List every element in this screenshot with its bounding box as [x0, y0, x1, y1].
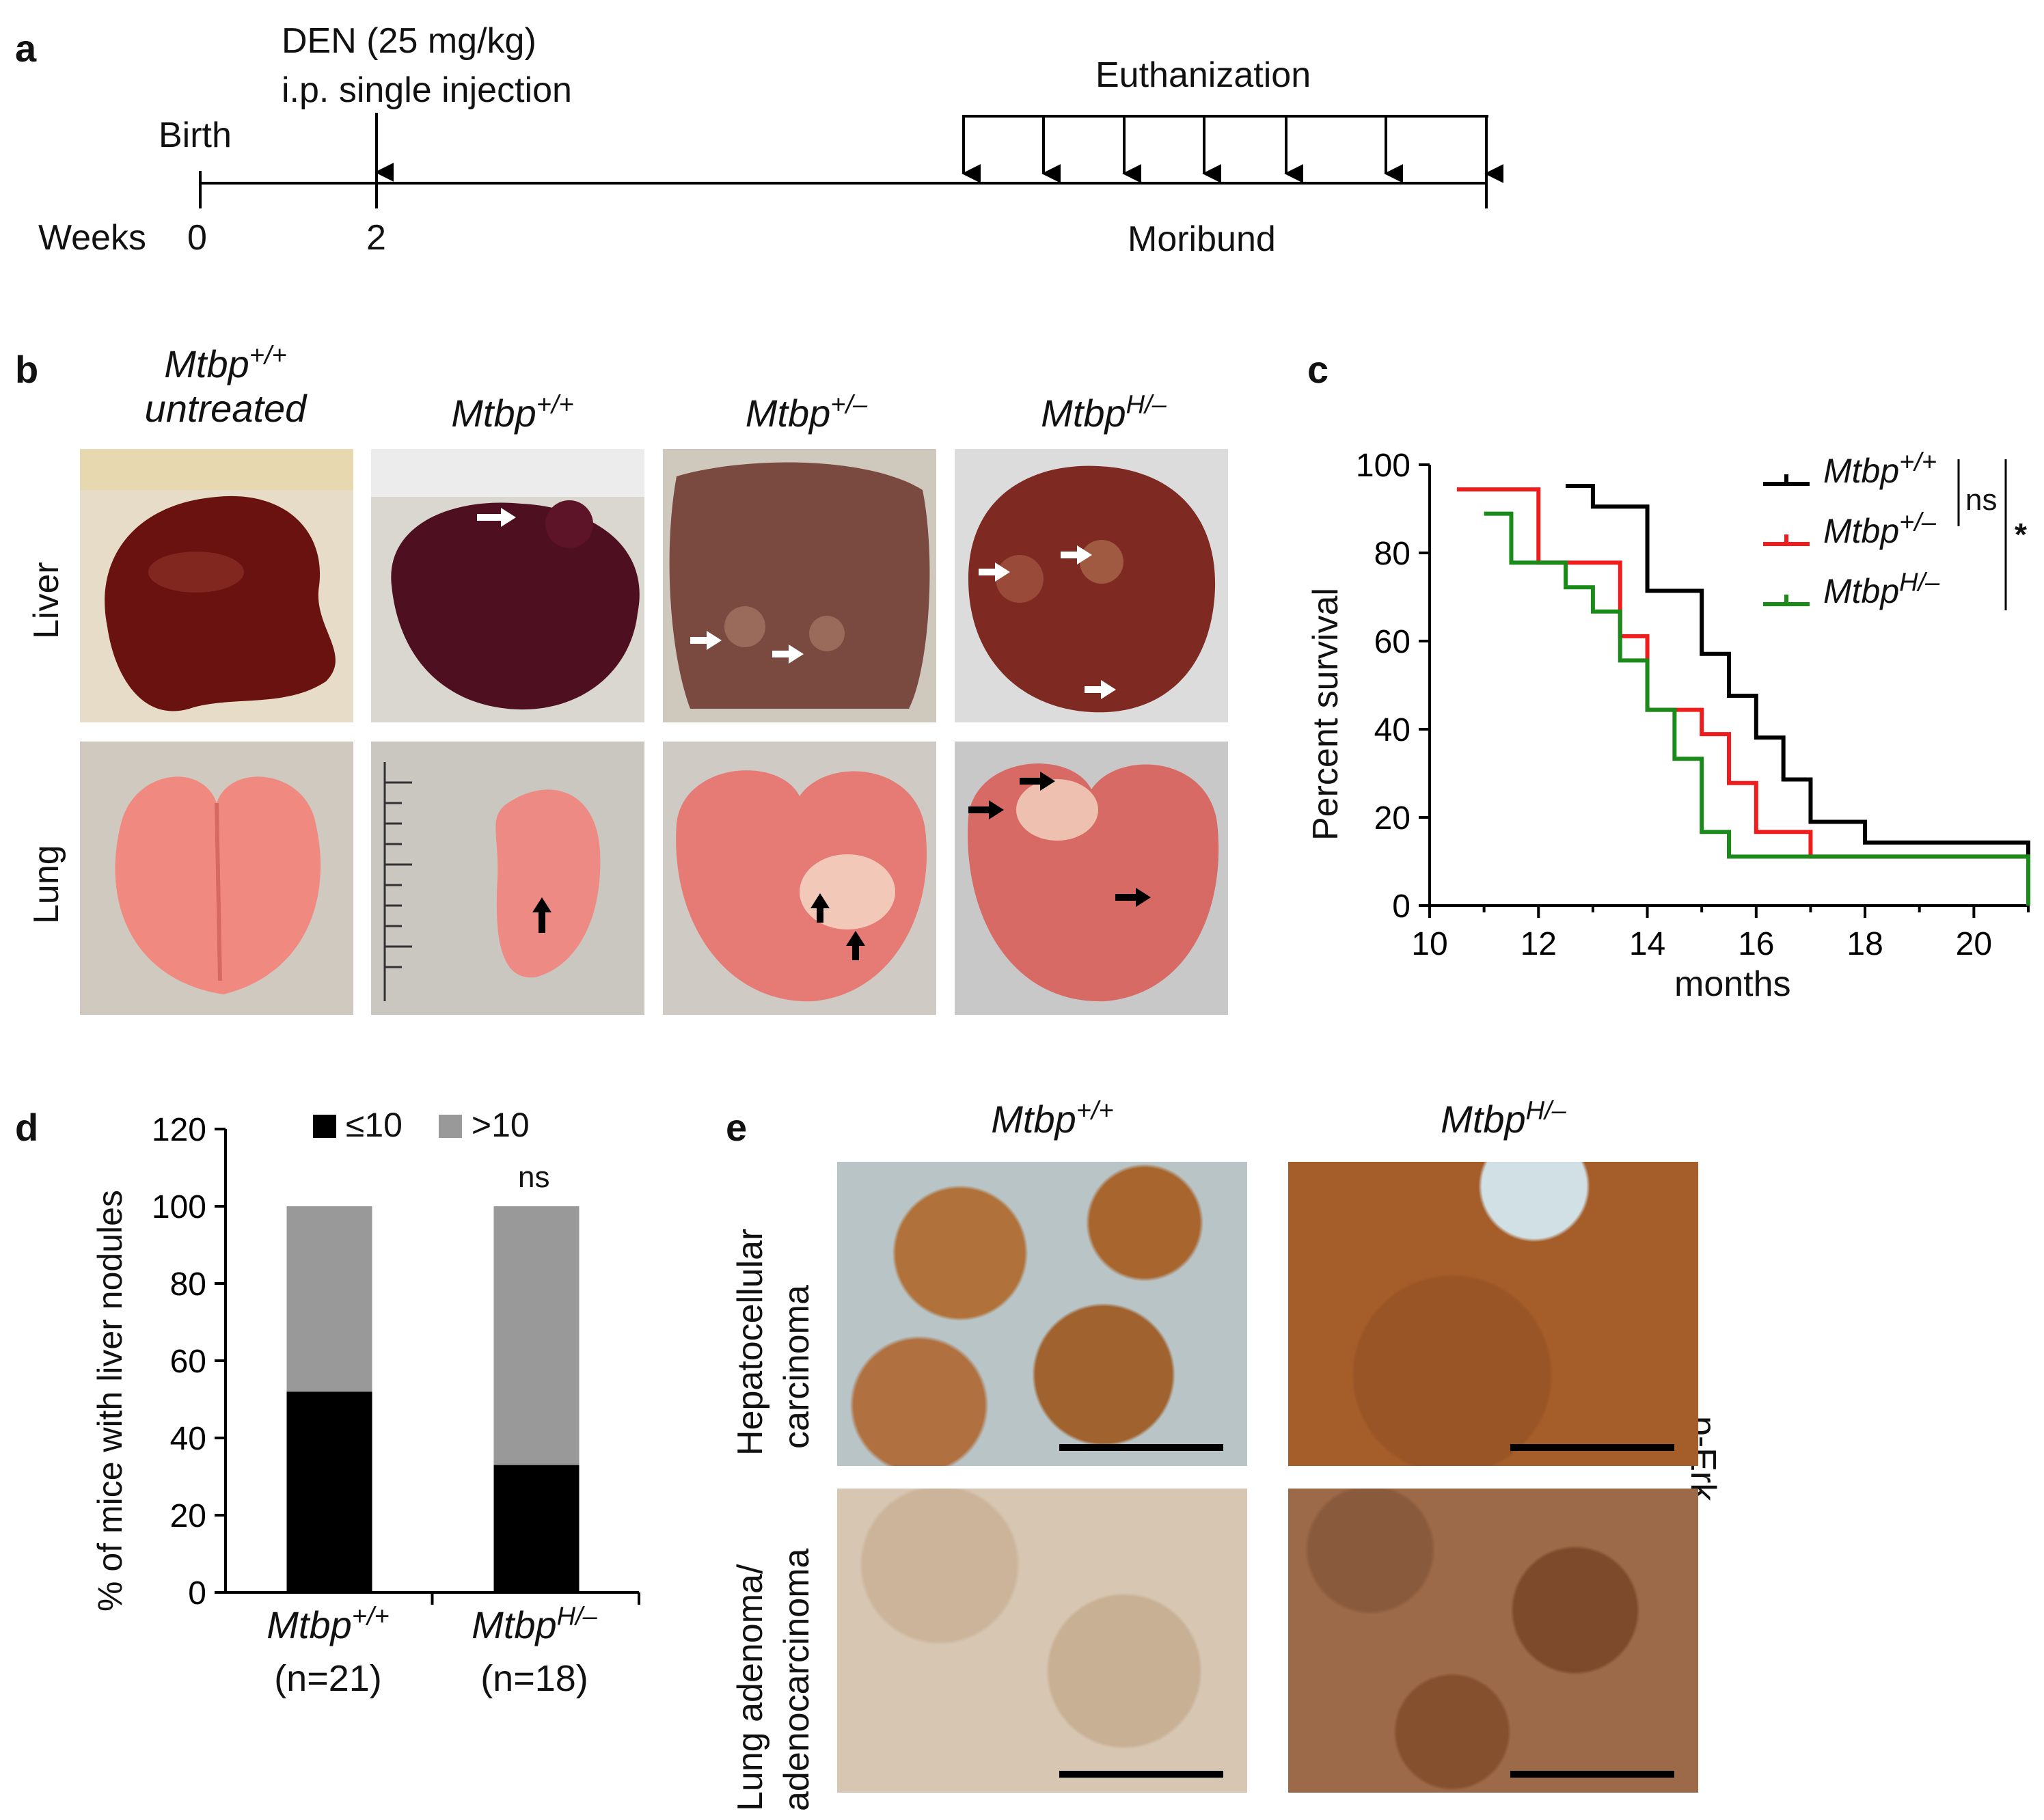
survival-series-1 [1456, 487, 2030, 906]
x-tick-label: 18 [1847, 926, 1883, 962]
ihc-lung-hypo [1288, 1489, 1698, 1793]
bar-le10-0 [286, 1391, 372, 1592]
ihc-row-label-lung-1: Lung adenoma/ [731, 1564, 770, 1811]
ihc-lung-wt [837, 1489, 1247, 1793]
survival-series-2 [1484, 511, 2030, 906]
y-tick-label: 120 [152, 1112, 206, 1148]
week-2-label: 2 [366, 218, 386, 258]
week-0-label: 0 [187, 218, 207, 258]
y-tick-label: 40 [170, 1421, 206, 1457]
survival-series-0 [1566, 483, 2030, 906]
ihc-row-label-hcc-2: carcinoma [777, 1285, 817, 1449]
y-tick-label: 60 [170, 1344, 206, 1380]
y-tick-label: 100 [1356, 448, 1411, 484]
injection-label: i.p. single injection [282, 70, 572, 110]
x-tick-label: 16 [1738, 926, 1774, 962]
ihc-col-title-wt: Mtbp+/+ [991, 1096, 1114, 1141]
x-tick-label: 10 [1411, 926, 1447, 962]
ihc-row-label-lung-2: adenocarcinoma [777, 1548, 817, 1811]
col-title-untreated: Mtbp+/+ untreated [144, 341, 307, 430]
x-tick-label: 12 [1521, 926, 1557, 962]
panel-b-letter: b [15, 348, 39, 391]
nodules-chart: 0 20 40 60 80 100 120 [152, 1112, 640, 1612]
liver-photo-wt [371, 449, 644, 722]
ihc-row-label-hcc-1: Hepatocellular [731, 1228, 770, 1456]
legend-swatch-gt10 [439, 1115, 462, 1138]
lung-photo-untreated [80, 742, 353, 1015]
legend-entry-le10: ≤10 [313, 1105, 403, 1145]
x-tick-label: 14 [1629, 926, 1665, 962]
moribund-label: Moribund [1128, 219, 1276, 259]
legend-label-hypo: MtbpH/– [1823, 568, 1940, 610]
legend-entry-gt10: >10 [439, 1105, 530, 1145]
y-tick-label: 20 [170, 1498, 206, 1534]
lung-photo-het [663, 742, 936, 1015]
liver-photo-untreated [80, 449, 353, 722]
y-tick-label: 60 [1374, 624, 1411, 660]
x-tick-label: 20 [1956, 926, 1992, 962]
legend-label-het: Mtbp+/– [1823, 508, 1937, 550]
euthanization-label: Euthanization [1095, 55, 1311, 95]
y-tick-label: 100 [152, 1189, 206, 1225]
legend-swatch-le10 [313, 1115, 336, 1138]
nodules-ns-label: ns [518, 1160, 550, 1194]
col-title-het: Mtbp+/– [745, 390, 868, 435]
panel-e-letter: e [726, 1106, 748, 1149]
liver-photo-hypo [955, 449, 1228, 722]
panel-d-letter: d [15, 1106, 39, 1149]
y-tick-label: 80 [1374, 536, 1411, 572]
den-label: DEN (25 mg/kg) [282, 21, 536, 61]
bar-le10-1 [493, 1465, 580, 1592]
survival-x-label: months [1674, 964, 1791, 1004]
y-tick-label: 0 [1392, 888, 1411, 925]
ihc-hcc-wt [837, 1162, 1247, 1466]
weeks-label: Weeks [38, 218, 146, 258]
bar-gt10-0 [286, 1206, 372, 1392]
category-n-wt: (n=21) [274, 1658, 382, 1699]
ihc-hcc-hypo [1288, 1162, 1698, 1466]
ns-comparison-label: ns [1965, 483, 1998, 517]
bar-gt10-1 [493, 1206, 580, 1465]
scale-bar [1059, 1444, 1223, 1451]
significance-star: * [2015, 517, 2027, 552]
y-tick-label: 20 [1374, 800, 1411, 837]
ihc-col-title-hypo: MtbpH/– [1441, 1096, 1566, 1141]
scale-bar [1510, 1444, 1674, 1451]
col-title-hypo: MtbpH/– [1041, 390, 1167, 435]
panel-c-letter: c [1307, 348, 1329, 391]
category-n-hypo: (n=18) [480, 1658, 588, 1699]
lung-photo-wt [371, 742, 644, 1015]
birth-label: Birth [159, 116, 232, 155]
y-tick-label: 0 [188, 1575, 206, 1612]
scale-bar [1510, 1771, 1674, 1778]
timeline-diagram [199, 113, 1504, 208]
liver-photo-het [663, 449, 936, 722]
legend-label-wt: Mtbp+/+ [1823, 448, 1937, 490]
panel-a-letter: a [15, 27, 37, 70]
y-tick-label: 80 [170, 1266, 206, 1303]
euthanization-arrows [962, 116, 1504, 183]
category-label-hypo: MtbpH/– [472, 1602, 597, 1646]
col-title-wt: Mtbp+/+ [451, 390, 574, 435]
scale-bar [1059, 1771, 1223, 1778]
y-tick-label: 40 [1374, 712, 1411, 748]
category-label-wt: Mtbp+/+ [267, 1602, 390, 1646]
survival-chart: 0 20 40 60 80 100 10 12 14 16 18 20 [1356, 448, 2030, 962]
lung-photo-hypo [955, 742, 1228, 1015]
